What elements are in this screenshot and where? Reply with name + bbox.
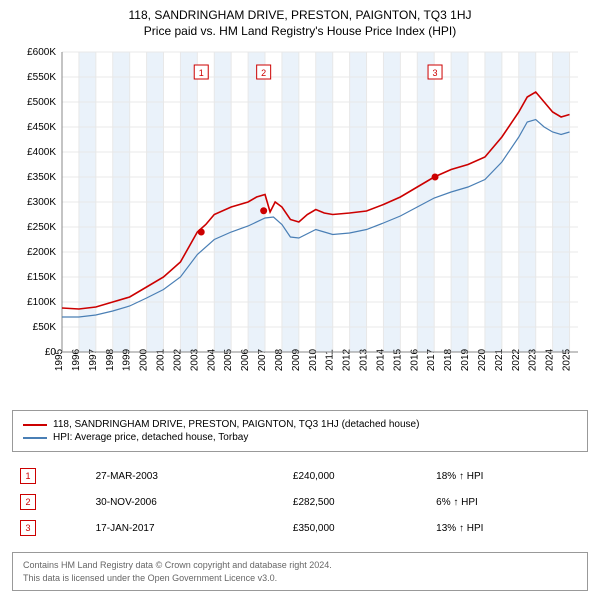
svg-text:£50K: £50K <box>33 322 57 333</box>
marker-price: £240,000 <box>287 464 428 488</box>
svg-text:£500K: £500K <box>27 97 56 108</box>
marker-events-table: 1 27-MAR-2003£240,00018% ↑ HPI 2 30-NOV-200… <box>12 462 588 542</box>
chart-svg: £0£50K£100K£150K£200K£250K£300K£350K£400… <box>12 42 588 402</box>
marker-date: 17-JAN-2017 <box>90 516 285 540</box>
svg-text:£300K: £300K <box>27 197 56 208</box>
svg-text:£200K: £200K <box>27 247 56 258</box>
svg-text:£450K: £450K <box>27 122 56 133</box>
marker-badge: 1 <box>20 468 36 484</box>
legend-swatch-hpi <box>23 437 47 439</box>
price-chart: £0£50K£100K£150K£200K£250K£300K£350K£400… <box>12 42 588 402</box>
svg-text:1: 1 <box>199 68 204 78</box>
footer-line2: This data is licensed under the Open Gov… <box>23 572 577 585</box>
marker-delta: 6% ↑ HPI <box>430 490 586 514</box>
marker-price: £282,500 <box>287 490 428 514</box>
legend-swatch-property <box>23 424 47 426</box>
legend-label-hpi: HPI: Average price, detached house, Torb… <box>53 432 248 443</box>
attribution-footer: Contains HM Land Registry data © Crown c… <box>12 552 588 591</box>
svg-text:£550K: £550K <box>27 72 56 83</box>
svg-text:£400K: £400K <box>27 147 56 158</box>
marker-badge: 2 <box>20 494 36 510</box>
svg-text:£250K: £250K <box>27 222 56 233</box>
svg-text:3: 3 <box>433 68 438 78</box>
legend-label-property: 118, SANDRINGHAM DRIVE, PRESTON, PAIGNTO… <box>53 419 419 430</box>
svg-text:£600K: £600K <box>27 47 56 58</box>
svg-text:£100K: £100K <box>27 297 56 308</box>
marker-date: 27-MAR-2003 <box>90 464 285 488</box>
marker-badge: 3 <box>20 520 36 536</box>
marker-delta: 18% ↑ HPI <box>430 464 586 488</box>
marker-row: 2 30-NOV-2006£282,5006% ↑ HPI <box>14 490 586 514</box>
marker-row: 3 17-JAN-2017£350,00013% ↑ HPI <box>14 516 586 540</box>
svg-text:£150K: £150K <box>27 272 56 283</box>
marker-date: 30-NOV-2006 <box>90 490 285 514</box>
legend-item-property: 118, SANDRINGHAM DRIVE, PRESTON, PAIGNTO… <box>23 419 577 430</box>
title-subtitle: Price paid vs. HM Land Registry's House … <box>12 24 588 38</box>
marker-delta: 13% ↑ HPI <box>430 516 586 540</box>
marker-price: £350,000 <box>287 516 428 540</box>
marker-row: 1 27-MAR-2003£240,00018% ↑ HPI <box>14 464 586 488</box>
chart-titles: 118, SANDRINGHAM DRIVE, PRESTON, PAIGNTO… <box>12 8 588 38</box>
legend: 118, SANDRINGHAM DRIVE, PRESTON, PAIGNTO… <box>12 410 588 452</box>
footer-line1: Contains HM Land Registry data © Crown c… <box>23 559 577 572</box>
legend-item-hpi: HPI: Average price, detached house, Torb… <box>23 432 577 443</box>
svg-text:2: 2 <box>261 68 266 78</box>
title-address: 118, SANDRINGHAM DRIVE, PRESTON, PAIGNTO… <box>12 8 588 22</box>
svg-text:£350K: £350K <box>27 172 56 183</box>
